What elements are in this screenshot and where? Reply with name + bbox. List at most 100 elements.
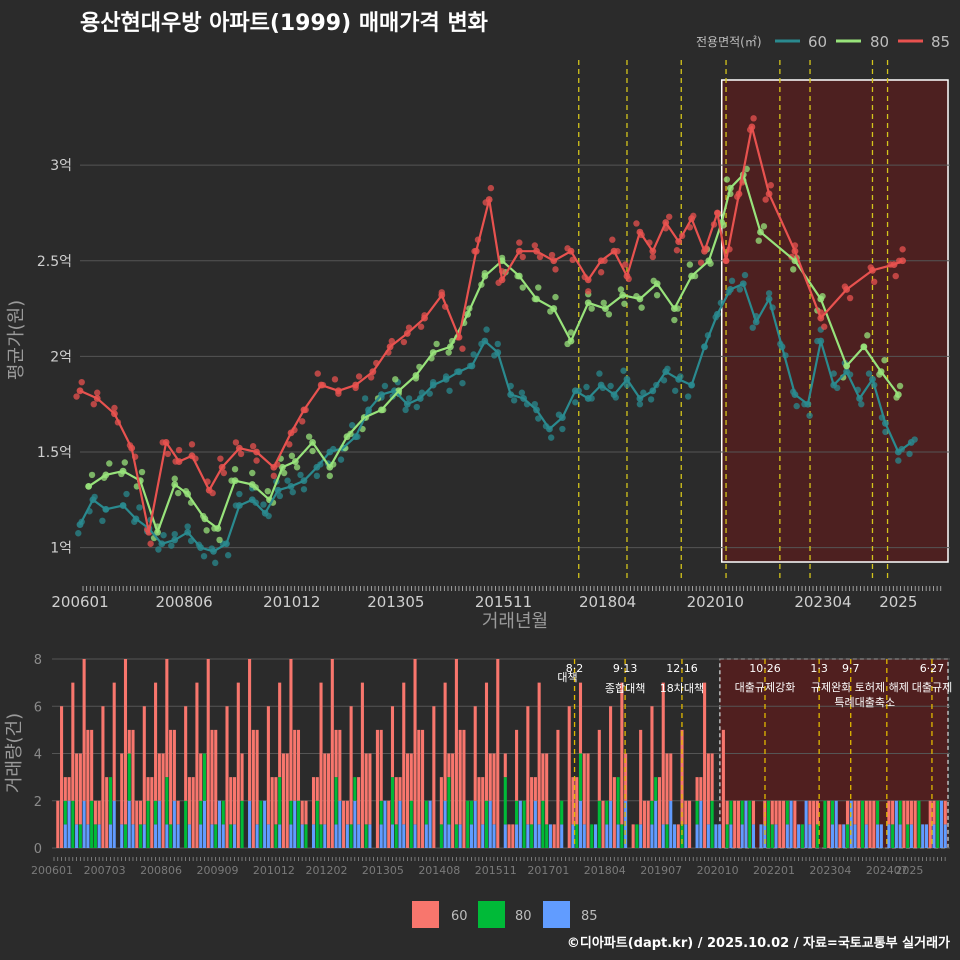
point-60: [583, 383, 590, 391]
volume-bar: [770, 800, 774, 825]
volume-bar: [616, 777, 620, 825]
top-x-tick-label: 202304: [794, 593, 851, 611]
point-60: [381, 382, 389, 390]
top-x-tick-label: 201511: [475, 593, 532, 611]
policy-label: 대출규제: [912, 681, 952, 694]
policy-date: 9·7: [842, 662, 860, 675]
point-85: [78, 378, 85, 386]
volume-bar: [221, 824, 225, 848]
volume-bar: [932, 800, 936, 825]
volume-bar: [330, 659, 334, 848]
policy-label: 특례대출축소: [834, 696, 895, 709]
point-85: [73, 393, 80, 400]
point-85: [94, 389, 101, 396]
point-80: [723, 176, 731, 183]
point-85: [159, 439, 166, 446]
volume-bar: [891, 824, 895, 848]
point-85: [552, 266, 559, 273]
volume-bar: [169, 729, 173, 825]
volume-bar: [334, 824, 338, 848]
point-60: [348, 422, 356, 429]
point-80: [650, 277, 657, 285]
volume-bar: [571, 824, 575, 848]
point-60: [224, 552, 232, 559]
volume-bar: [740, 800, 744, 825]
bottom-x-tick-label: 201408: [418, 864, 460, 877]
point-60: [858, 400, 865, 408]
point-60: [555, 411, 563, 418]
point-60: [736, 286, 744, 293]
point-85: [531, 242, 539, 249]
volume-bar: [594, 824, 598, 848]
volume-bar: [447, 777, 451, 825]
volume-bar: [289, 800, 293, 825]
volume-bar: [507, 824, 511, 848]
point-85: [841, 283, 849, 290]
volume-bar: [906, 824, 910, 848]
legend-label-85: 85: [931, 33, 950, 51]
volume-bar: [123, 659, 128, 825]
point-80: [228, 477, 235, 484]
top-x-tick-label: 200601: [51, 593, 108, 611]
volume-bar: [729, 800, 733, 825]
volume-bar: [67, 777, 71, 801]
volume-bar: [706, 753, 710, 825]
bottom-y-tick-label: 2: [34, 795, 42, 810]
volume-bar: [898, 800, 902, 825]
volume-bar: [300, 800, 304, 825]
legend-label-60: 60: [808, 33, 827, 51]
volume-bar: [515, 824, 519, 848]
point-85: [487, 184, 495, 192]
legend-label-80: 80: [870, 33, 889, 51]
point-85: [253, 457, 260, 464]
volume-bar: [699, 777, 703, 801]
bottom-x-tick-label: 202407: [866, 864, 908, 877]
bottom-x-tick-label: 2025: [895, 864, 923, 877]
volume-bar: [503, 824, 507, 848]
point-80: [203, 527, 210, 534]
volume-bar: [424, 800, 428, 825]
point-85: [232, 439, 240, 446]
top-legend: 전용면적(㎡) 60 80 85: [696, 33, 950, 51]
point-80: [106, 460, 113, 467]
volume-bar: [93, 824, 97, 848]
volume-bar: [808, 824, 812, 848]
volume-bar: [296, 729, 301, 801]
volume-bar: [278, 824, 282, 848]
volume-bar: [721, 729, 725, 848]
point-80: [621, 300, 628, 307]
volume-bar: [575, 777, 579, 825]
volume-bar: [131, 729, 135, 825]
volume-bar: [108, 824, 112, 848]
volume-bar: [548, 824, 552, 848]
volume-bar: [688, 800, 692, 848]
volume-bar: [127, 729, 131, 754]
volume-bar: [345, 824, 349, 848]
point-80: [171, 475, 178, 482]
volume-bar: [127, 800, 131, 848]
top-x-tick-label: 201804: [579, 593, 636, 611]
volume-bar: [311, 777, 316, 825]
volume-bar: [417, 729, 421, 848]
volume-bar: [782, 800, 786, 848]
volume-bar: [744, 800, 748, 848]
volume-bar: [845, 824, 850, 848]
point-80: [433, 340, 440, 348]
point-60: [402, 406, 409, 414]
volume-bar: [466, 800, 470, 848]
bottom-y-tick-label: 6: [34, 700, 42, 715]
bottom-x-tick-label: 201907: [640, 864, 682, 877]
volume-bar: [770, 824, 774, 848]
volume-bar: [199, 800, 203, 825]
legend-swatch-80: [478, 901, 505, 928]
bottom-x-tick-label: 201804: [584, 864, 626, 877]
bottom-x-tick-label: 202010: [697, 864, 739, 877]
top-y-tick-label: 2억: [50, 349, 72, 365]
volume-bar: [710, 800, 714, 848]
point-80: [174, 489, 182, 497]
point-85: [299, 418, 306, 425]
volume-bar: [477, 777, 481, 848]
point-80: [600, 299, 607, 307]
point-85: [147, 540, 154, 547]
volume-bar: [281, 753, 285, 848]
